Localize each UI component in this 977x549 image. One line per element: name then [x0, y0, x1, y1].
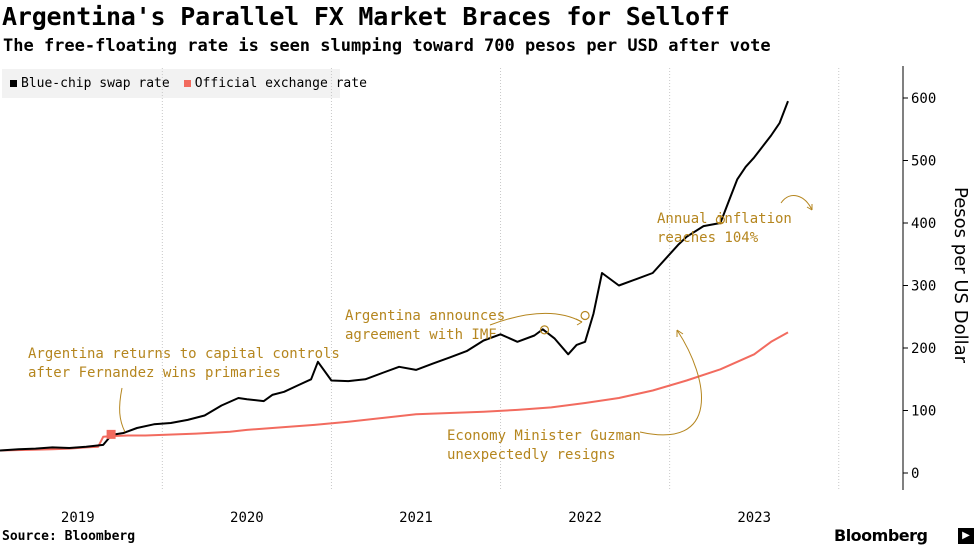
- y-tick-label-200: 200: [911, 341, 936, 357]
- annotation-capital-controls: Argentina returns to capital controls aft…: [28, 346, 340, 381]
- connector-inflation: [780, 195, 813, 211]
- annotation-inflation: Annual inflation reaches 104%: [657, 211, 792, 246]
- event-marker-2: [580, 310, 590, 321]
- x-tick-label-2019: 2019: [61, 510, 95, 526]
- event-marker-3: [715, 215, 725, 225]
- legend-swatch-blue-chip: [10, 80, 17, 87]
- y-axis-label: Pesos per US Dollar: [950, 187, 971, 364]
- legend-label-official: Official exchange rate: [194, 76, 367, 91]
- y-tick-label-500: 500: [911, 154, 936, 170]
- legend-item-blue-chip: Blue-chip swap rate: [10, 76, 170, 91]
- connector-imf-arrowhead: [575, 318, 583, 326]
- annotation-imf-agreement-line-1: Argentina announces: [345, 308, 505, 324]
- bloomberg-mark-icon: ▶: [958, 528, 974, 544]
- annotation-guzman-resigns-line-1: Economy Minister Guzman: [447, 428, 641, 444]
- y-tick-label-300: 300: [911, 279, 936, 295]
- legend-label-blue-chip: Blue-chip swap rate: [21, 76, 170, 91]
- series-line-blue-chip: [0, 100, 789, 452]
- chart-subtitle: The free-floating rate is seen slumping …: [3, 36, 771, 56]
- y-tick-label-100: 100: [911, 404, 936, 420]
- chart-title: Argentina's Parallel FX Market Braces fo…: [2, 2, 730, 31]
- series-line-official: [0, 331, 789, 452]
- annotation-guzman-resigns-line-2: unexpectedly resigns: [447, 447, 616, 463]
- y-tick-label-600: 600: [911, 91, 936, 107]
- x-tick-label-2021: 2021: [399, 510, 433, 526]
- chart-legend: Blue-chip swap rate Official exchange ra…: [2, 69, 367, 98]
- annotation-imf-agreement: Argentina announces agreement with IMF: [345, 308, 505, 343]
- connector-guzman-resigns: [639, 329, 702, 436]
- connector-capital-controls: [119, 387, 126, 433]
- connector-imf-agreement: [489, 312, 583, 326]
- source-note: Source: Bloomberg: [2, 529, 136, 544]
- annotation-imf-agreement-line-2: agreement with IMF: [345, 327, 497, 343]
- annotation-capital-controls-line-1: Argentina returns to capital controls: [28, 346, 340, 362]
- connector-inflation-arrowhead: [806, 204, 813, 211]
- bloomberg-logo: Bloomberg: [834, 526, 928, 545]
- annotation-inflation-line-2: reaches 104%: [657, 230, 759, 246]
- connector-guzman-arrowhead: [676, 329, 684, 337]
- event-marker-1: [539, 325, 550, 335]
- y-tick-label-400: 400: [911, 216, 936, 232]
- event-marker-capital-controls: [106, 429, 116, 439]
- x-tick-label-2023: 2023: [737, 510, 771, 526]
- legend-swatch-official: [183, 80, 191, 87]
- annotation-inflation-line-1: Annual inflation: [657, 211, 792, 227]
- y-tick-label-0: 0: [911, 466, 919, 482]
- legend-item-official: Official exchange rate: [183, 76, 367, 91]
- x-tick-label-2020: 2020: [230, 510, 264, 526]
- annotation-guzman-resigns: Economy Minister Guzman unexpectedly resi…: [447, 428, 641, 463]
- x-tick-label-2022: 2022: [568, 510, 602, 526]
- annotation-capital-controls-line-2: after Fernandez wins primaries: [28, 365, 281, 381]
